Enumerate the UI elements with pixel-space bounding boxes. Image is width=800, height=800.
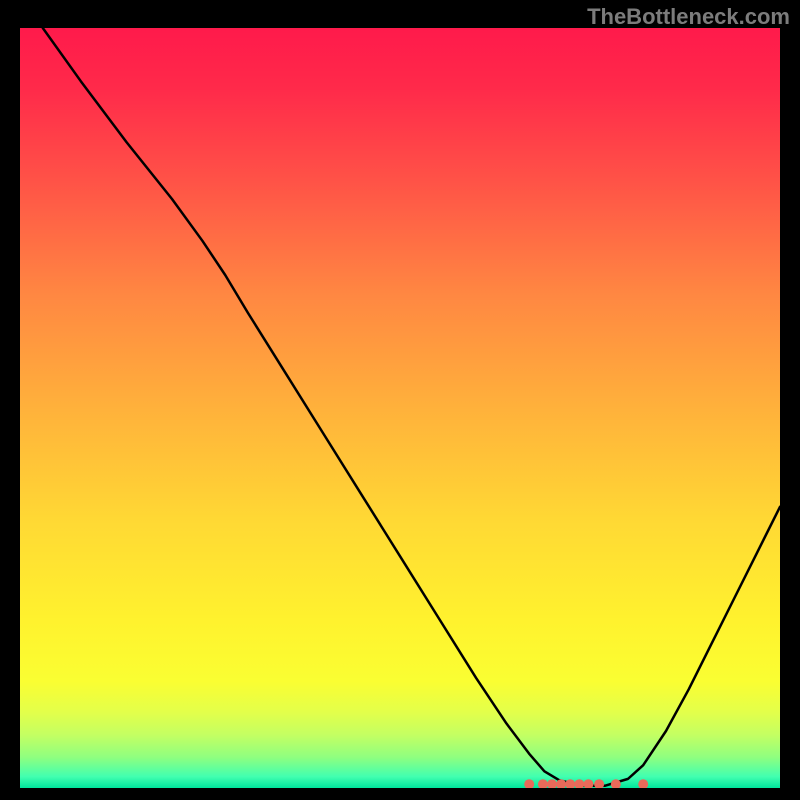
chart-container: TheBottleneck.com (0, 0, 800, 800)
watermark-text: TheBottleneck.com (587, 4, 790, 30)
bottleneck-curve-chart (20, 28, 780, 788)
gradient-background (20, 28, 780, 788)
plot-area (20, 28, 780, 788)
